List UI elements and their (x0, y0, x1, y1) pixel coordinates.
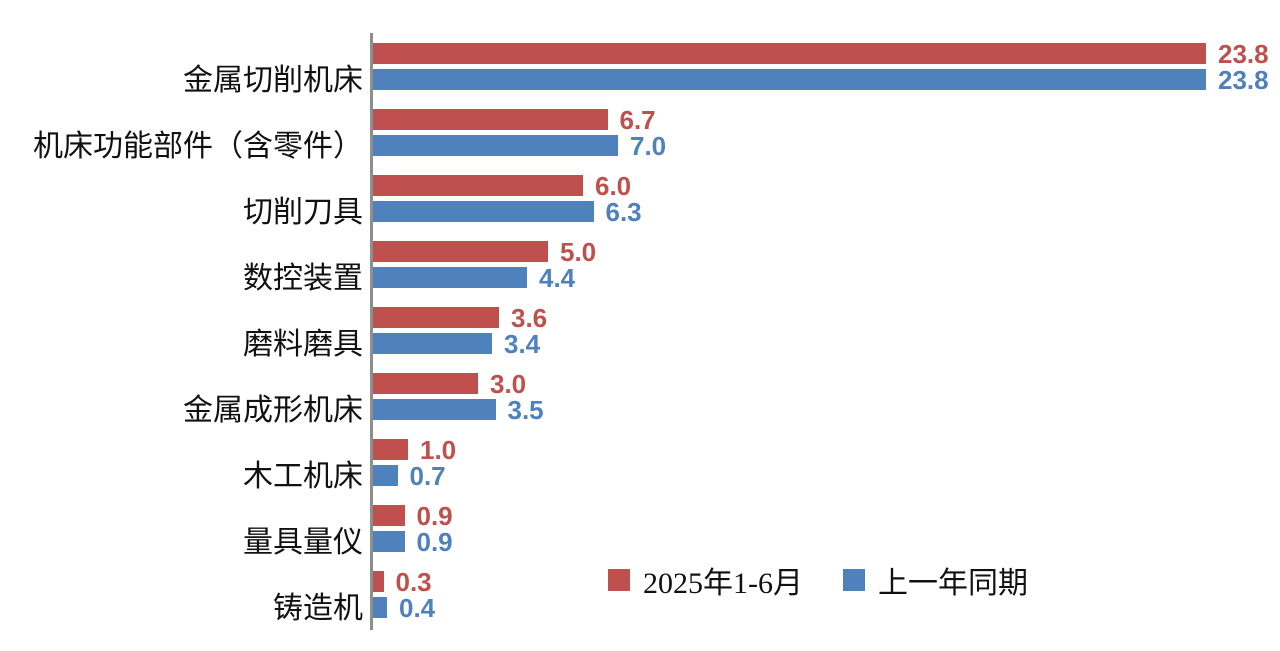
category-row: 磨料磨具 3.6 3.4 (0, 302, 1280, 373)
category-row: 金属成形机床 3.0 3.5 (0, 368, 1280, 439)
value-label: 0.3 (395, 566, 432, 597)
bar-current-period (373, 43, 1206, 64)
value-label: 6.0 (595, 170, 632, 201)
bar-current-period (373, 571, 384, 592)
value-label: 4.4 (539, 262, 576, 293)
category-label: 切削刀具 (243, 196, 363, 229)
bar-line: 3.5 (373, 394, 544, 425)
value-label: 0.9 (416, 500, 453, 531)
bar-group: 0.9 0.9 (373, 500, 453, 557)
category-row: 量具量仪 0.9 0.9 (0, 500, 1280, 571)
bar-group: 0.3 0.4 (373, 566, 436, 623)
category-row: 切削刀具 6.0 6.3 (0, 170, 1280, 241)
value-label: 3.6 (511, 302, 548, 333)
value-label: 3.4 (504, 328, 541, 359)
bar-current-period (373, 307, 499, 328)
bar-line: 0.3 (373, 566, 435, 597)
bar-group: 3.0 3.5 (373, 368, 544, 425)
value-label: 0.9 (416, 526, 453, 557)
bar-previous-period (373, 531, 405, 552)
bar-current-period (373, 241, 548, 262)
bar-line: 0.9 (373, 526, 453, 557)
category-label: 磨料磨具 (243, 328, 363, 361)
category-label: 金属成形机床 (183, 394, 363, 427)
bar-line: 3.6 (373, 302, 548, 333)
bar-group: 23.8 23.8 (373, 38, 1269, 95)
value-label: 5.0 (560, 236, 597, 267)
category-label: 数控装置 (243, 262, 363, 295)
category-label: 机床功能部件（含零件） (33, 130, 363, 163)
value-label: 6.3 (605, 196, 642, 227)
value-label: 0.4 (399, 592, 436, 623)
bar-previous-period (373, 135, 618, 156)
bar-line: 0.9 (373, 500, 453, 531)
bar-line: 6.7 (373, 104, 666, 135)
legend-label-previous-period: 上一年同期 (878, 567, 1028, 600)
category-label: 木工机床 (243, 460, 363, 493)
category-axis-line (370, 33, 373, 630)
bar-previous-period (373, 597, 387, 618)
category-row: 机床功能部件（含零件） 6.7 7.0 (0, 104, 1280, 175)
bar-line: 23.8 (373, 64, 1269, 95)
bar-previous-period (373, 399, 496, 420)
bar-group: 1.0 0.7 (373, 434, 457, 491)
bar-current-period (373, 505, 405, 526)
category-row: 铸造机 0.3 0.4 (0, 566, 1280, 637)
value-label: 3.0 (490, 368, 527, 399)
bar-group: 6.0 6.3 (373, 170, 642, 227)
value-label: 1.0 (420, 434, 457, 465)
chart-plot-area: 金属切削机床 23.8 23.8 机床功能部件（含零件） 6.7 7.0 切削刀具 6.0 6.… (0, 38, 1280, 637)
bar-group: 6.7 7.0 (373, 104, 667, 161)
bar-line: 6.0 (373, 170, 642, 201)
value-label: 6.7 (619, 104, 656, 135)
bar-previous-period (373, 465, 398, 486)
bar-previous-period (373, 201, 594, 222)
value-label: 23.8 (1218, 64, 1269, 95)
bar-line: 6.3 (373, 196, 642, 227)
bar-previous-period (373, 333, 492, 354)
value-label: 7.0 (630, 130, 667, 161)
value-label: 23.8 (1218, 38, 1269, 69)
bar-current-period (373, 439, 408, 460)
category-row: 金属切削机床 23.8 23.8 (0, 38, 1280, 109)
bar-line: 7.0 (373, 130, 667, 161)
category-label: 金属切削机床 (183, 64, 363, 97)
legend-swatch-current-period (608, 569, 630, 591)
bar-previous-period (373, 267, 527, 288)
bar-group: 5.0 4.4 (373, 236, 597, 293)
category-label: 量具量仪 (243, 526, 363, 559)
legend-label-current-period: 2025年1-6月 (643, 567, 803, 600)
value-label: 3.5 (507, 394, 544, 425)
value-label: 0.7 (409, 460, 446, 491)
legend-swatch-previous-period (843, 569, 865, 591)
category-row: 木工机床 1.0 0.7 (0, 434, 1280, 505)
bar-line: 0.4 (373, 592, 436, 623)
category-row: 数控装置 5.0 4.4 (0, 236, 1280, 307)
bar-line: 5.0 (373, 236, 597, 267)
bar-line: 0.7 (373, 460, 456, 491)
legend: 2025年1-6月 上一年同期 (608, 558, 1028, 602)
bar-line: 3.4 (373, 328, 547, 359)
bar-line: 3.0 (373, 368, 544, 399)
bar-previous-period (373, 69, 1206, 90)
bar-line: 1.0 (373, 434, 457, 465)
bar-current-period (373, 175, 583, 196)
bar-line: 23.8 (373, 38, 1269, 69)
bar-line: 4.4 (373, 262, 596, 293)
bar-group: 3.6 3.4 (373, 302, 548, 359)
bar-current-period (373, 109, 608, 130)
bar-current-period (373, 373, 478, 394)
category-label: 铸造机 (273, 592, 363, 625)
